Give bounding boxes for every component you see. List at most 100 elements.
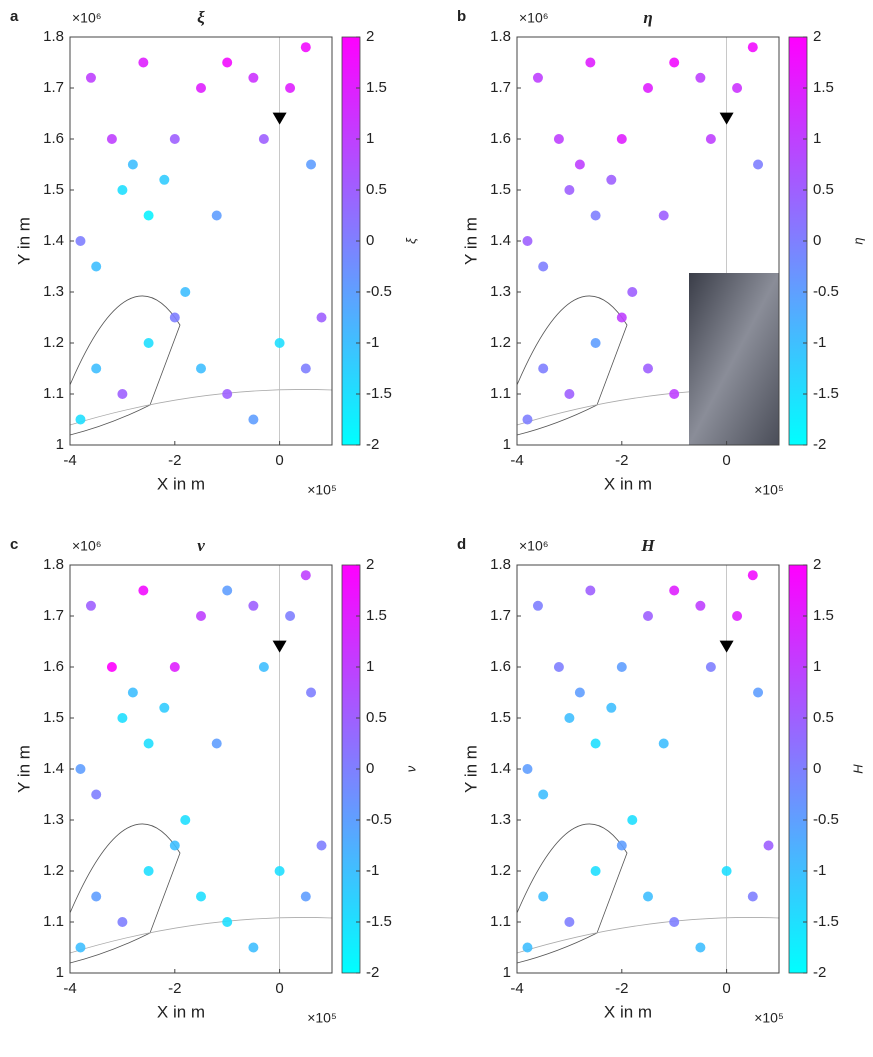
y-tick-label: 1.1: [490, 385, 511, 402]
data-point: [248, 414, 259, 425]
y-multiplier: ×10⁶: [72, 10, 102, 26]
plot-area: [517, 565, 779, 973]
y-tick-label: 1.4: [490, 760, 511, 777]
colorbar-tick-label: 0.5: [366, 709, 387, 726]
reference-curve: [69, 917, 333, 954]
colorbar-tick-label: 1.5: [366, 79, 387, 96]
data-point: [306, 687, 317, 698]
data-point: [143, 210, 154, 221]
colorbar-tick-label: 1: [366, 658, 374, 675]
data-point: [169, 312, 180, 323]
data-point: [590, 738, 601, 749]
y-multiplier: ×10⁶: [519, 10, 549, 26]
data-point: [143, 738, 154, 749]
data-point: [553, 662, 564, 672]
y-tick-label: 1.4: [490, 232, 511, 249]
y-multiplier: ×10⁶: [519, 538, 549, 554]
y-axis-label: Y in m: [461, 217, 480, 265]
x-axis-label: X in m: [157, 474, 205, 493]
data-point: [85, 72, 96, 83]
panel-title: ξ: [197, 8, 205, 27]
x-axis-label: X in m: [604, 474, 652, 493]
data-point: [143, 338, 154, 348]
colorbar-label: ν: [403, 765, 418, 772]
y-tick-label: 1: [503, 964, 511, 981]
colorbar-tick-label: -2: [813, 964, 826, 981]
data-point: [574, 159, 585, 170]
colorbar-tick-label: 0.5: [813, 181, 834, 198]
data-point: [316, 840, 327, 851]
y-tick-label: 1.4: [43, 760, 64, 777]
data-point: [258, 134, 269, 144]
data-point: [695, 72, 706, 83]
data-point: [127, 687, 138, 698]
colorbar-tick-label: 2: [813, 28, 821, 45]
colorbar-tick-label: 0: [366, 232, 374, 249]
data-point: [763, 840, 774, 851]
data-point: [643, 891, 653, 902]
data-point: [574, 687, 585, 698]
data-point: [75, 942, 86, 953]
colorbar-tick-label: -1: [813, 334, 826, 351]
colorbar-tick-label: 2: [813, 556, 821, 573]
y-tick-label: 1.8: [490, 28, 511, 45]
y-tick-label: 1.8: [490, 556, 511, 573]
data-point: [522, 236, 533, 246]
reference-curve: [69, 389, 333, 426]
y-tick-label: 1.2: [43, 334, 64, 351]
colorbar-tick-label: -2: [813, 436, 826, 453]
data-point: [300, 42, 311, 53]
data-point: [721, 866, 732, 876]
data-point: [732, 611, 743, 621]
data-point: [285, 83, 296, 93]
data-point: [258, 662, 269, 672]
data-point: [538, 363, 549, 374]
x-tick-label: -2: [168, 452, 181, 469]
y-tick-label: 1.8: [43, 28, 64, 45]
data-point: [538, 261, 549, 272]
x-multiplier: ×10⁵: [307, 482, 337, 498]
colorbar-tick-label: -2: [366, 436, 379, 453]
colorbar-tick-label: 0: [813, 760, 821, 777]
colorbar-label: ξ: [403, 237, 418, 244]
colorbar-tick-label: 1.5: [813, 607, 834, 624]
data-point: [616, 312, 627, 323]
data-point: [180, 287, 191, 297]
data-point: [169, 134, 180, 144]
data-point: [532, 600, 543, 611]
data-point: [747, 570, 758, 581]
data-point: [169, 840, 180, 851]
panel-label: a: [10, 8, 19, 25]
reference-curve: [516, 917, 780, 954]
y-tick-label: 1.5: [490, 709, 511, 726]
data-point: [753, 687, 764, 698]
data-point: [643, 363, 653, 374]
colorbar-label: H: [850, 764, 865, 774]
y-tick-label: 1: [56, 964, 64, 981]
colorbar-tick-label: -0.5: [813, 283, 839, 300]
y-tick-label: 1.2: [490, 334, 511, 351]
data-point: [300, 363, 311, 374]
data-point: [695, 942, 706, 953]
y-tick-label: 1.3: [490, 283, 511, 300]
y-tick-label: 1.2: [43, 862, 64, 879]
y-tick-label: 1.3: [490, 811, 511, 828]
data-point: [106, 134, 117, 144]
colorbar-tick-label: -0.5: [813, 811, 839, 828]
data-point: [138, 585, 149, 596]
station-marker: [272, 112, 287, 125]
data-point: [127, 159, 138, 170]
y-tick-label: 1.3: [43, 811, 64, 828]
data-point: [169, 662, 180, 672]
colorbar-tick-label: 0.5: [366, 181, 387, 198]
x-tick-label: -2: [615, 980, 628, 997]
data-point: [248, 600, 259, 611]
data-point: [300, 891, 311, 902]
y-tick-label: 1.5: [43, 181, 64, 198]
x-tick-label: -4: [510, 452, 523, 469]
data-point: [606, 174, 617, 185]
data-point: [669, 917, 680, 927]
data-point: [627, 815, 638, 825]
data-point: [274, 866, 285, 876]
colorbar-tick-label: -1: [366, 334, 379, 351]
